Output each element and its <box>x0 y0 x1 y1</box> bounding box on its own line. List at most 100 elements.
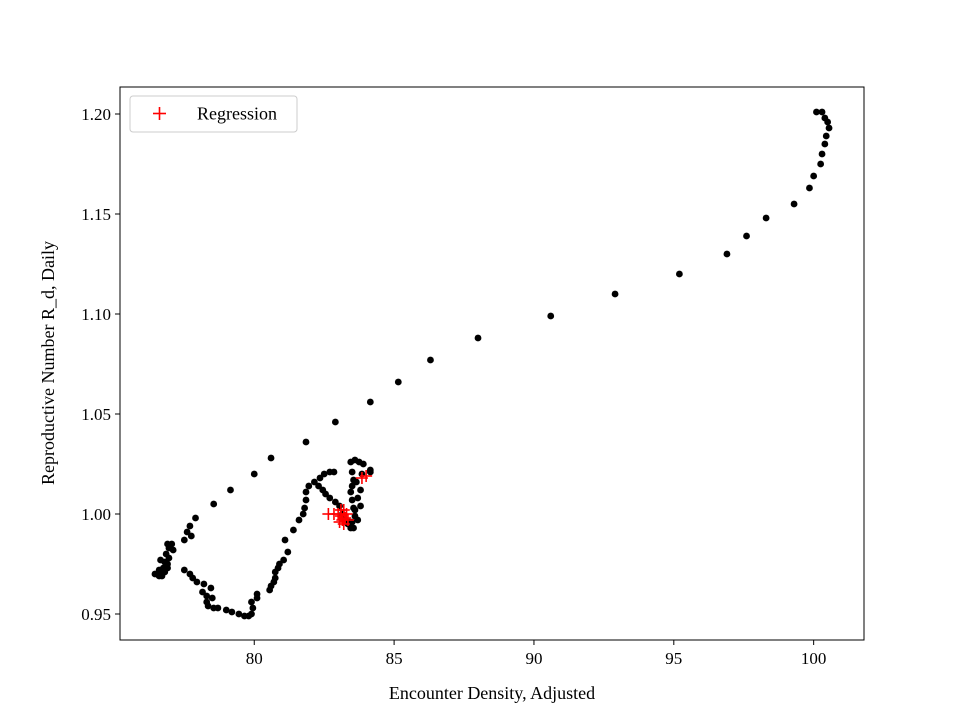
data-point <box>214 604 222 612</box>
regression-point <box>341 514 354 526</box>
data-point <box>210 500 218 508</box>
observed-series <box>151 108 833 620</box>
regression-point <box>337 504 350 516</box>
data-point <box>299 510 307 518</box>
y-tick-label: 1.00 <box>81 505 111 524</box>
data-point <box>204 602 212 610</box>
data-point <box>248 610 255 618</box>
data-point <box>352 478 360 486</box>
data-point <box>762 214 770 222</box>
data-point <box>302 488 310 496</box>
x-tick-label: 100 <box>801 649 827 668</box>
data-point <box>248 598 255 606</box>
data-point <box>249 604 257 612</box>
data-point <box>825 124 833 132</box>
x-axis-ticks: 80 85 90 95 100 <box>246 640 827 668</box>
data-point <box>222 606 230 614</box>
legend-label-regression: Regression <box>197 104 277 124</box>
data-point <box>474 334 482 342</box>
data-point <box>394 378 402 386</box>
data-point <box>301 504 309 512</box>
data-point <box>227 486 234 494</box>
legend-box <box>129 95 298 133</box>
data-point <box>280 556 288 564</box>
data-point <box>357 486 364 494</box>
data-point <box>207 584 215 592</box>
data-point <box>348 468 356 476</box>
data-point <box>290 526 297 534</box>
legend: Regression <box>129 95 298 133</box>
data-point <box>208 594 216 602</box>
data-point <box>357 502 364 510</box>
data-point <box>790 200 798 208</box>
data-point <box>164 564 171 572</box>
data-point <box>822 132 830 140</box>
x-axis-label: Encounter Density, Adjusted <box>389 683 595 703</box>
y-tick-label: 1.10 <box>81 305 111 324</box>
data-point <box>347 488 355 496</box>
data-point <box>331 418 339 426</box>
data-point <box>235 610 243 618</box>
data-point <box>253 590 261 598</box>
data-point <box>336 502 343 510</box>
regression-point <box>360 470 373 482</box>
data-point <box>351 506 359 514</box>
data-point <box>169 546 177 554</box>
data-point <box>813 108 820 116</box>
data-point <box>611 290 619 298</box>
data-point <box>330 468 338 476</box>
regression-series <box>322 470 373 530</box>
y-tick-label: 0.95 <box>81 605 111 624</box>
data-point <box>305 482 313 490</box>
data-point <box>354 494 362 502</box>
data-point <box>817 160 825 168</box>
data-point <box>157 556 164 564</box>
legend-marker-regression <box>153 107 166 120</box>
data-point <box>806 184 813 192</box>
data-point <box>192 514 199 522</box>
y-axis-label: Reproductive Number R_d, Daily <box>38 241 58 485</box>
data-point <box>354 516 362 524</box>
data-point <box>180 566 188 574</box>
data-point <box>547 312 555 320</box>
data-point <box>350 524 357 532</box>
x-tick-label: 90 <box>525 649 542 668</box>
data-point <box>723 250 731 258</box>
data-point <box>320 470 328 478</box>
data-point <box>228 608 236 616</box>
data-point <box>186 522 194 530</box>
data-point <box>281 536 289 544</box>
data-points <box>151 108 833 620</box>
data-point <box>427 356 434 364</box>
data-point <box>180 536 188 544</box>
y-axis-ticks: 0.95 1.00 1.05 1.10 1.15 1.20 <box>81 105 120 624</box>
data-point <box>359 460 367 468</box>
y-tick-label: 1.15 <box>81 205 111 224</box>
data-point <box>193 578 201 586</box>
data-point <box>818 108 826 116</box>
data-point <box>348 496 356 504</box>
x-tick-label: 80 <box>246 649 263 668</box>
data-point <box>203 592 211 600</box>
data-point <box>366 468 374 476</box>
x-tick-label: 85 <box>386 649 403 668</box>
data-point <box>743 232 750 240</box>
data-point <box>302 496 310 504</box>
y-tick-label: 1.20 <box>81 105 111 124</box>
regression-point <box>333 516 346 528</box>
data-point <box>821 140 829 148</box>
data-point <box>267 454 275 462</box>
data-point <box>366 398 374 406</box>
data-point <box>824 118 832 126</box>
plot-area-frame <box>119 86 865 641</box>
data-point <box>810 172 818 180</box>
data-point <box>302 438 310 446</box>
data-point <box>675 270 683 278</box>
data-point <box>250 470 258 478</box>
y-tick-label: 1.05 <box>81 405 111 424</box>
data-point <box>155 572 163 580</box>
data-point <box>187 532 195 540</box>
data-point <box>271 574 279 582</box>
data-point <box>326 494 334 502</box>
